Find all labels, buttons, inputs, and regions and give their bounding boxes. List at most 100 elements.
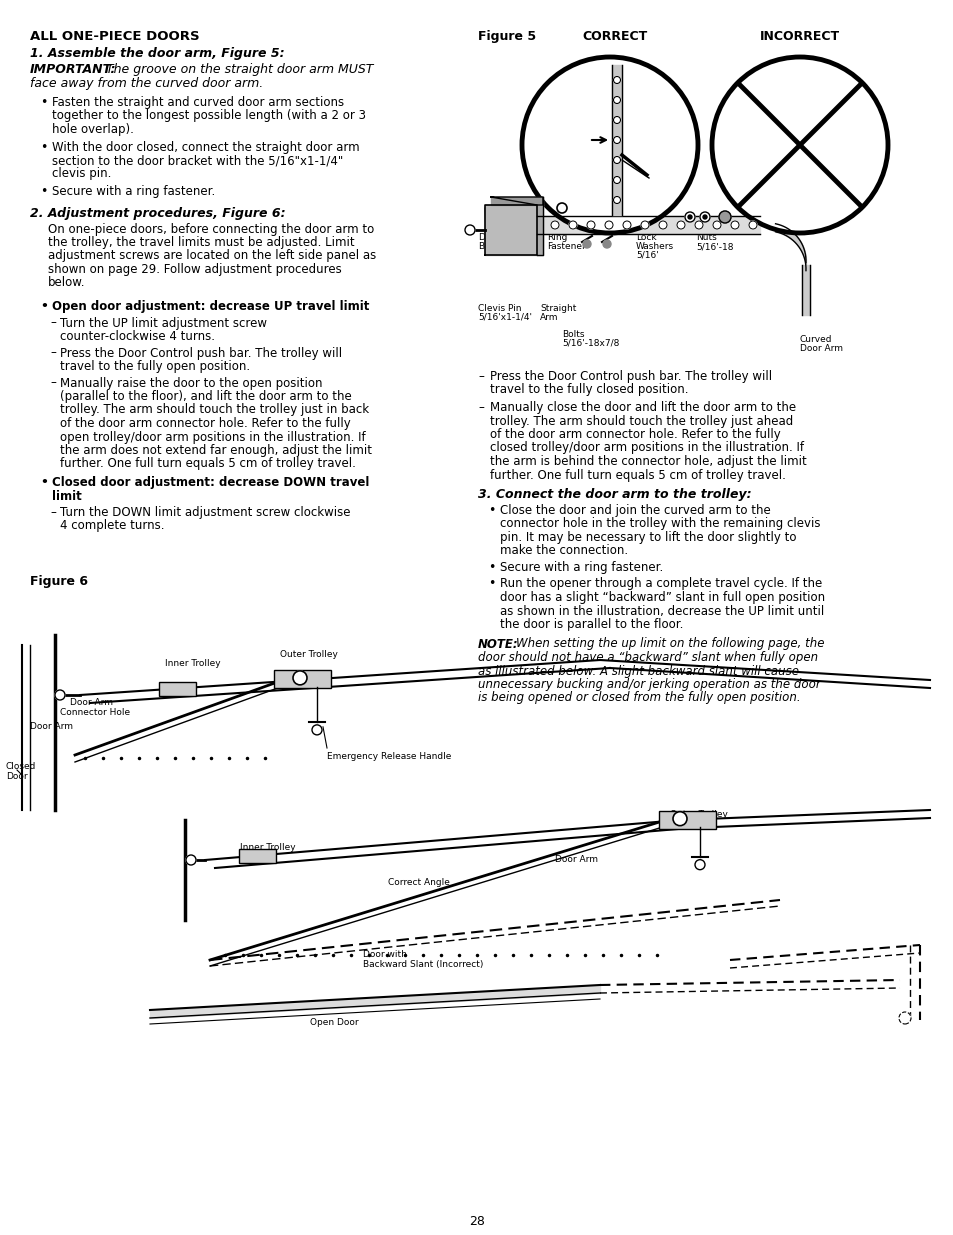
Circle shape bbox=[613, 96, 619, 104]
Text: NOTE:: NOTE: bbox=[477, 637, 518, 651]
Text: Door Arm: Door Arm bbox=[555, 855, 598, 864]
Text: of the door arm connector hole. Refer to the fully: of the door arm connector hole. Refer to… bbox=[60, 417, 351, 430]
Text: Door Arm: Door Arm bbox=[30, 722, 73, 731]
Text: (Groove: (Groove bbox=[539, 148, 576, 157]
Text: Arm: Arm bbox=[818, 168, 837, 177]
Text: unnecessary bucking and/or jerking operation as the door: unnecessary bucking and/or jerking opera… bbox=[477, 678, 820, 692]
Circle shape bbox=[586, 221, 595, 228]
Text: •: • bbox=[40, 141, 48, 153]
Text: With the door closed, connect the straight door arm: With the door closed, connect the straig… bbox=[52, 141, 359, 153]
Text: door has a slight “backward” slant in full open position: door has a slight “backward” slant in fu… bbox=[499, 592, 824, 604]
Circle shape bbox=[613, 116, 619, 124]
Text: 5/16'x1-1/4': 5/16'x1-1/4' bbox=[477, 312, 532, 322]
Text: face away from the curved door arm.: face away from the curved door arm. bbox=[30, 77, 263, 90]
Text: further. One full turn equals 5 cm of trolley travel.: further. One full turn equals 5 cm of tr… bbox=[60, 457, 355, 471]
Text: –: – bbox=[50, 506, 56, 519]
Circle shape bbox=[312, 725, 322, 735]
Text: When setting the up limit on the following page, the: When setting the up limit on the followi… bbox=[516, 637, 823, 651]
Text: The groove on the straight door arm MUST: The groove on the straight door arm MUST bbox=[106, 63, 373, 77]
Circle shape bbox=[604, 221, 613, 228]
Circle shape bbox=[802, 77, 810, 84]
Circle shape bbox=[802, 157, 810, 163]
Text: Fastener: Fastener bbox=[546, 242, 585, 251]
Text: Manually raise the door to the open position: Manually raise the door to the open posi… bbox=[60, 377, 322, 389]
Text: •: • bbox=[40, 475, 48, 489]
Text: •: • bbox=[488, 561, 495, 574]
Text: Lock: Lock bbox=[636, 233, 656, 242]
Text: pin. It may be necessary to lift the door slightly to: pin. It may be necessary to lift the doo… bbox=[499, 531, 796, 543]
Text: Inner Trolley: Inner Trolley bbox=[240, 844, 295, 852]
Text: •: • bbox=[488, 504, 495, 517]
Text: 3. Connect the door arm to the trolley:: 3. Connect the door arm to the trolley: bbox=[477, 488, 751, 501]
Text: CORRECT: CORRECT bbox=[581, 30, 647, 43]
Circle shape bbox=[613, 137, 619, 143]
Text: •: • bbox=[40, 96, 48, 109]
Text: Bracket: Bracket bbox=[477, 242, 512, 251]
Text: Secure with a ring fastener.: Secure with a ring fastener. bbox=[52, 185, 215, 198]
Text: –: – bbox=[477, 370, 483, 383]
Text: section to the door bracket with the 5/16"x1-1/4": section to the door bracket with the 5/1… bbox=[52, 154, 343, 167]
Text: Press the Door Control push bar. The trolley will: Press the Door Control push bar. The tro… bbox=[60, 347, 342, 359]
Text: Straight: Straight bbox=[539, 304, 576, 312]
Text: (parallel to the floor), and lift the door arm to the: (parallel to the floor), and lift the do… bbox=[60, 390, 352, 403]
Text: the trolley, the travel limits must be adjusted. Limit: the trolley, the travel limits must be a… bbox=[48, 236, 355, 249]
Text: trolley. The arm should touch the trolley just in back: trolley. The arm should touch the trolle… bbox=[60, 404, 369, 416]
Text: Secure with a ring fastener.: Secure with a ring fastener. bbox=[499, 561, 662, 574]
Text: the arm does not extend far enough, adjust the limit: the arm does not extend far enough, adju… bbox=[60, 445, 372, 457]
Text: 4 complete turns.: 4 complete turns. bbox=[60, 520, 164, 532]
Circle shape bbox=[802, 196, 810, 204]
Text: Straight: Straight bbox=[761, 68, 799, 77]
Circle shape bbox=[802, 96, 810, 104]
Circle shape bbox=[613, 177, 619, 184]
Text: Door Arm: Door Arm bbox=[755, 78, 799, 86]
Text: Press the Door Control push bar. The trolley will: Press the Door Control push bar. The tro… bbox=[490, 370, 771, 383]
Text: Turn the DOWN limit adjustment screw clockwise: Turn the DOWN limit adjustment screw clo… bbox=[60, 506, 350, 519]
FancyBboxPatch shape bbox=[659, 810, 716, 829]
Text: 2. Adjustment procedures, Figure 6:: 2. Adjustment procedures, Figure 6: bbox=[30, 206, 285, 220]
Circle shape bbox=[684, 212, 695, 222]
Text: 1. Assemble the door arm, Figure 5:: 1. Assemble the door arm, Figure 5: bbox=[30, 47, 284, 61]
Text: adjustment screws are located on the left side panel as: adjustment screws are located on the lef… bbox=[48, 249, 375, 263]
Text: together to the longest possible length (with a 2 or 3: together to the longest possible length … bbox=[52, 110, 366, 122]
Text: ’Door: ’Door bbox=[628, 175, 653, 184]
Text: further. One full turn equals 5 cm of trolley travel.: further. One full turn equals 5 cm of tr… bbox=[490, 468, 785, 482]
Text: Closed: Closed bbox=[6, 762, 36, 771]
Text: Door Arm: Door Arm bbox=[800, 345, 842, 353]
Circle shape bbox=[672, 811, 686, 826]
Text: travel to the fully open position.: travel to the fully open position. bbox=[60, 359, 250, 373]
Text: of the door arm connector hole. Refer to the fully: of the door arm connector hole. Refer to… bbox=[490, 429, 780, 441]
Text: Door: Door bbox=[477, 233, 499, 242]
Text: make the connection.: make the connection. bbox=[499, 545, 627, 557]
Circle shape bbox=[711, 57, 887, 233]
Text: closed trolley/door arm positions in the illustration. If: closed trolley/door arm positions in the… bbox=[490, 441, 803, 454]
Circle shape bbox=[613, 157, 619, 163]
Circle shape bbox=[695, 860, 704, 869]
Text: hole overlap).: hole overlap). bbox=[52, 124, 133, 136]
Text: –: – bbox=[50, 347, 56, 359]
Text: counter-clockwise 4 turns.: counter-clockwise 4 turns. bbox=[60, 330, 214, 343]
Text: Inner Trolley: Inner Trolley bbox=[165, 659, 220, 668]
Circle shape bbox=[802, 177, 810, 184]
Text: –: – bbox=[50, 316, 56, 330]
Text: •: • bbox=[40, 185, 48, 198]
Circle shape bbox=[582, 240, 590, 248]
Text: Door Arm: Door Arm bbox=[70, 698, 112, 706]
Text: Nuts: Nuts bbox=[696, 233, 716, 242]
Text: the arm is behind the connector hole, adjust the limit: the arm is behind the connector hole, ad… bbox=[490, 454, 806, 468]
Text: Turn the UP limit adjustment screw: Turn the UP limit adjustment screw bbox=[60, 316, 267, 330]
Text: Correct Angle: Correct Angle bbox=[388, 878, 450, 887]
Text: clevis pin.: clevis pin. bbox=[52, 168, 112, 180]
Circle shape bbox=[730, 221, 739, 228]
Circle shape bbox=[659, 221, 666, 228]
Text: Outer Trolley: Outer Trolley bbox=[669, 810, 727, 819]
Circle shape bbox=[687, 215, 691, 219]
Circle shape bbox=[568, 221, 577, 228]
Circle shape bbox=[186, 855, 195, 864]
Circle shape bbox=[700, 212, 709, 222]
Text: door should not have a “backward” slant when fully open: door should not have a “backward” slant … bbox=[477, 651, 818, 664]
Text: facing out): facing out) bbox=[539, 159, 589, 168]
Text: Open Door: Open Door bbox=[310, 1018, 358, 1028]
Text: Closed door adjustment: decrease DOWN travel: Closed door adjustment: decrease DOWN tr… bbox=[52, 475, 369, 489]
Text: Backward Slant (Incorrect): Backward Slant (Incorrect) bbox=[363, 960, 483, 969]
Text: –: – bbox=[477, 401, 483, 414]
